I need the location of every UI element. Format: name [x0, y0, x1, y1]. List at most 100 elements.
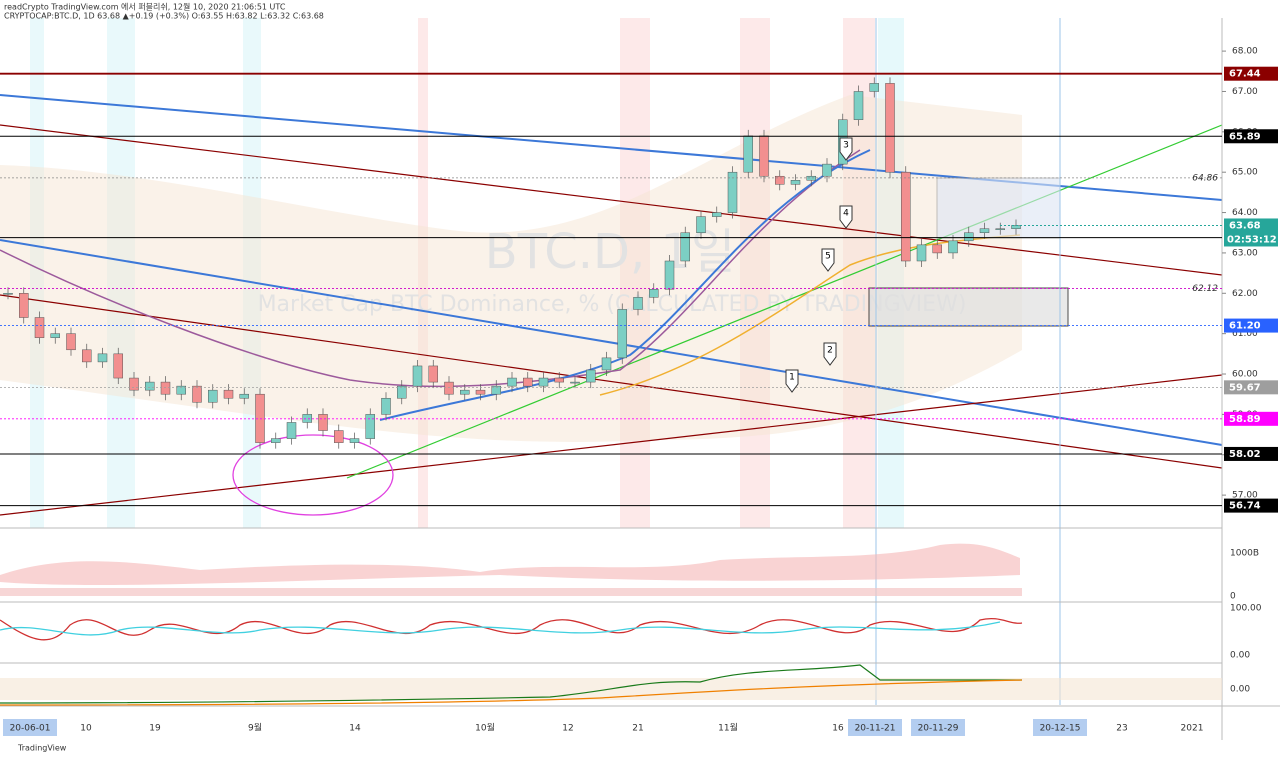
- trendline: [0, 374, 1223, 516]
- x-tick-label: 10월: [475, 722, 495, 734]
- price-label: 65.89: [1229, 131, 1261, 142]
- x-tick-label: 10: [80, 724, 92, 734]
- candle: [97, 353, 108, 363]
- date-highlight: [3, 719, 57, 736]
- price-label: 67.44: [1229, 69, 1261, 80]
- candle: [19, 293, 29, 318]
- y-tick-label: 64.00: [1232, 208, 1258, 218]
- box: [936, 177, 1061, 239]
- candle: [160, 381, 171, 395]
- volume-bars: [0, 588, 1022, 596]
- price-label-bg: [1224, 411, 1278, 426]
- candle: [995, 228, 1005, 230]
- candle: [397, 385, 407, 399]
- candle: [507, 377, 517, 387]
- x-tick-label: 2021: [1181, 724, 1204, 734]
- candle: [381, 397, 391, 415]
- pane-tick-label: 0.00: [1230, 651, 1250, 661]
- candle: [365, 414, 375, 439]
- x-tick-label: 21: [632, 724, 643, 734]
- price-label-bg: [1224, 218, 1278, 247]
- candle: [145, 381, 155, 391]
- x-tick-label: 16: [832, 724, 844, 734]
- candle: [129, 377, 139, 391]
- x-tick-label: 12: [562, 724, 573, 734]
- candle: [869, 83, 879, 92]
- pane-tick-label: 0.00: [1230, 685, 1250, 695]
- candle: [491, 385, 501, 395]
- candle: [460, 389, 470, 395]
- price-label-bg: [1224, 318, 1278, 333]
- candle: [82, 349, 92, 363]
- candle: [412, 365, 423, 387]
- y-tick-label: 68.00: [1232, 47, 1258, 57]
- candle: [192, 385, 202, 403]
- price-label-bg: [1224, 66, 1278, 81]
- candle: [964, 232, 974, 242]
- date-highlight: [1033, 719, 1087, 736]
- candle: [601, 357, 612, 371]
- candle: [444, 381, 454, 395]
- candle: [806, 175, 816, 181]
- callout: [823, 342, 837, 366]
- x-tick-label: 9월: [248, 722, 262, 734]
- candle: [176, 385, 186, 395]
- candle: [208, 389, 218, 403]
- candle: [428, 365, 438, 383]
- watermark-description: Market Cap BTC Dominance, % (CALCULATED …: [258, 292, 967, 317]
- candle: [239, 393, 249, 399]
- candle: [759, 135, 769, 177]
- moving-average: [0, 149, 861, 388]
- price-label: 56.74: [1229, 501, 1261, 512]
- price-label-bg: [1224, 129, 1278, 144]
- candle: [649, 289, 659, 298]
- callout-label: 4: [843, 209, 849, 219]
- price-label: 61.20: [1229, 321, 1261, 332]
- candle: [680, 232, 690, 262]
- callout-label: 3: [843, 141, 849, 151]
- callout: [821, 248, 835, 272]
- header-title: readCrypto TradingView.com 에서 퍼블리쉬, 12월 …: [4, 2, 286, 12]
- pane-tick-label: 100.00: [1230, 604, 1262, 614]
- y-tick-label: 61.00: [1232, 329, 1258, 339]
- candle: [3, 293, 13, 295]
- candle: [885, 83, 895, 173]
- indicator-line: [0, 664, 1022, 704]
- price-label: 63.68: [1229, 220, 1261, 231]
- y-tick-label: 57.00: [1232, 491, 1258, 501]
- x-tick-label: 23: [1116, 724, 1127, 734]
- candle: [790, 180, 801, 185]
- candle: [712, 212, 722, 217]
- x-tick-label: 20-11-21: [855, 724, 896, 734]
- candle: [66, 333, 76, 351]
- candle: [318, 414, 328, 431]
- date-highlight: [911, 719, 965, 736]
- callout: [839, 137, 853, 161]
- pane-tick-label: 1000B: [1230, 549, 1259, 559]
- price-label: 58.02: [1229, 449, 1261, 460]
- candle: [617, 309, 627, 359]
- x-tick-label: 20-06-01: [10, 724, 51, 734]
- circle-highlight: [232, 434, 394, 516]
- y-tick-label: 67.00: [1232, 87, 1258, 97]
- x-tick-label: 19: [149, 724, 161, 734]
- oscillator: [0, 621, 1001, 636]
- candle: [113, 353, 123, 379]
- trendline: [0, 294, 1223, 469]
- trendline: [0, 124, 1223, 276]
- candle: [255, 393, 265, 443]
- price-label: 59.67: [1229, 382, 1261, 393]
- candle: [853, 91, 864, 120]
- price-label: 62.12: [1192, 284, 1218, 294]
- date-highlight: [848, 719, 902, 736]
- callout: [785, 369, 799, 393]
- box: [868, 287, 1069, 327]
- candle: [932, 244, 942, 254]
- candle: [727, 171, 738, 213]
- candle: [948, 240, 958, 254]
- countdown: 02:53:12: [1227, 234, 1277, 245]
- volume-cloud: [0, 543, 1020, 585]
- candle: [979, 228, 990, 233]
- moving-average: [379, 149, 871, 421]
- candle: [696, 216, 706, 233]
